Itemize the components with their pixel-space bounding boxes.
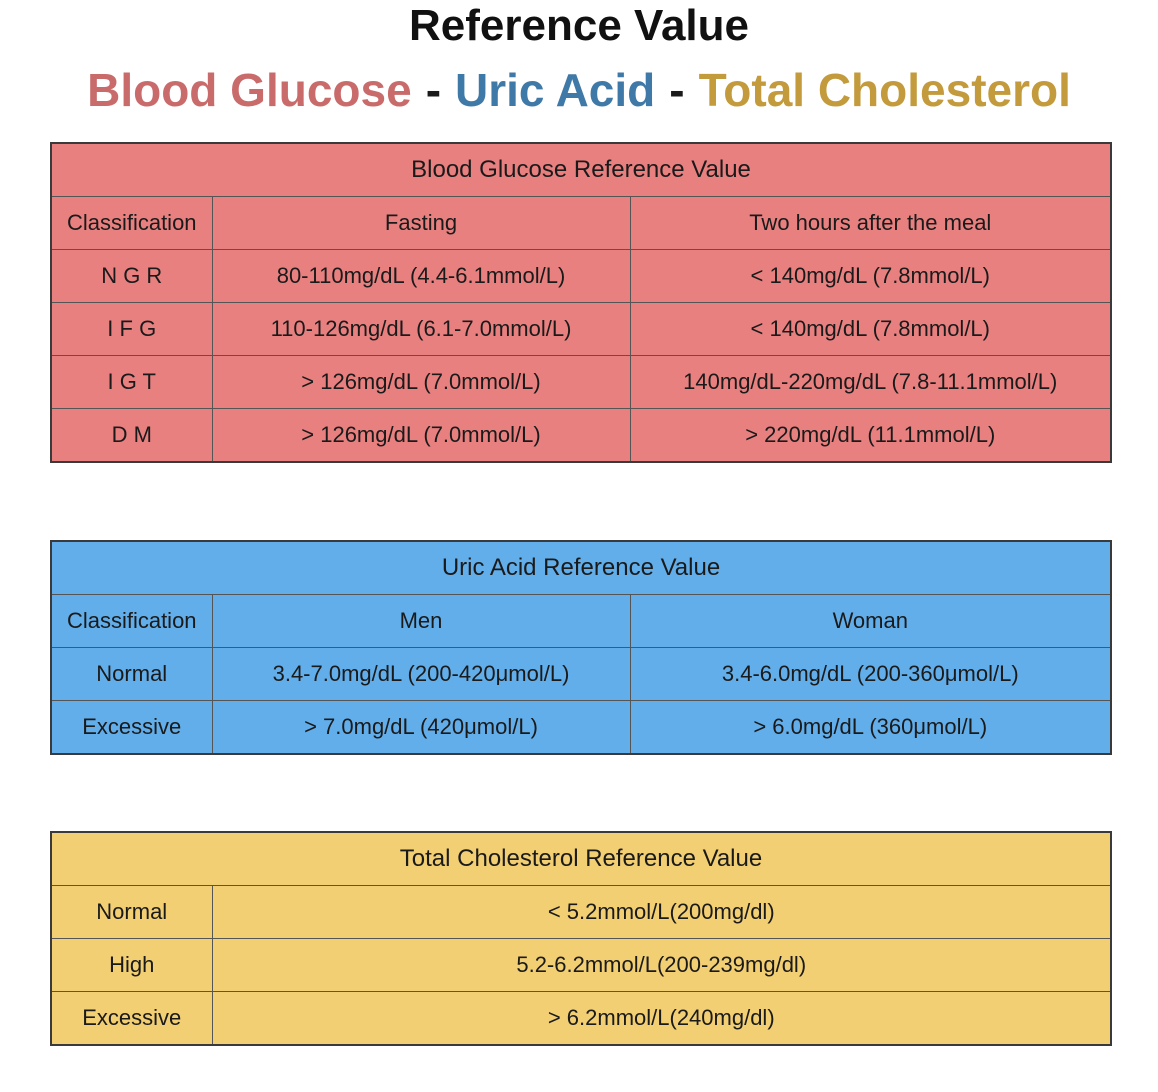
row-classification: High	[50, 938, 213, 992]
subtitle-total-cholesterol: Total Cholesterol	[698, 64, 1071, 116]
page-title: Reference Value	[409, 1, 749, 50]
table-cell: 3.4-7.0mg/dL (200-420μmol/L)	[211, 647, 631, 701]
blood-glucose-table: Blood Glucose Reference Value Classifica…	[50, 142, 1113, 463]
table-cell: 3.4-6.0mg/dL (200-360μmol/L)	[629, 647, 1112, 701]
column-header: Classification	[50, 594, 213, 648]
table-row: Normal 3.4-7.0mg/dL (200-420μmol/L) 3.4-…	[50, 647, 1112, 701]
table-row: Normal < 5.2mmol/L(200mg/dl)	[50, 885, 1112, 939]
table-row: N G R 80-110mg/dL (4.4-6.1mmol/L) < 140m…	[50, 249, 1112, 303]
row-classification: I G T	[50, 355, 213, 409]
subtitle-blood-glucose: Blood Glucose	[87, 64, 412, 116]
total-cholesterol-table: Total Cholesterol Reference Value Normal…	[50, 831, 1112, 1046]
page-subtitle: Blood Glucose - Uric Acid - Total Cholestero…	[0, 64, 1158, 116]
table-row: I F G 110-126mg/dL (6.1-7.0mmol/L) < 140…	[50, 302, 1112, 356]
table-cell: < 140mg/dL (7.8mmol/L)	[629, 249, 1112, 303]
table-cell: > 6.2mmol/L(240mg/dl)	[211, 991, 1112, 1046]
table-caption: Blood Glucose Reference Value	[50, 142, 1112, 197]
column-header: Two hours after the meal	[629, 196, 1112, 250]
table-row: High 5.2-6.2mmol/L(200-239mg/dl)	[50, 938, 1112, 992]
column-header: Woman	[629, 594, 1112, 648]
table-row: Excessive > 6.2mmol/L(240mg/dl)	[50, 991, 1112, 1046]
table-header-row: Classification Men Woman	[50, 594, 1112, 648]
table-cell: < 5.2mmol/L(200mg/dl)	[211, 885, 1112, 939]
table-cell: > 220mg/dL (11.1mmol/L)	[629, 408, 1112, 463]
row-classification: N G R	[50, 249, 213, 303]
table-cell: > 7.0mg/dL (420μmol/L)	[211, 700, 631, 755]
table-caption: Uric Acid Reference Value	[50, 540, 1112, 595]
table-row: Excessive > 7.0mg/dL (420μmol/L) > 6.0mg…	[50, 700, 1112, 755]
table-cell: 5.2-6.2mmol/L(200-239mg/dl)	[211, 938, 1112, 992]
column-header: Classification	[50, 196, 213, 250]
uric-acid-table: Uric Acid Reference Value Classification…	[50, 540, 1113, 755]
table-caption: Total Cholesterol Reference Value	[50, 831, 1112, 886]
table-cell: 80-110mg/dL (4.4-6.1mmol/L)	[211, 249, 631, 303]
row-classification: Normal	[50, 647, 213, 701]
table-row: I G T > 126mg/dL (7.0mmol/L) 140mg/dL-22…	[50, 355, 1112, 409]
table-cell: 110-126mg/dL (6.1-7.0mmol/L)	[211, 302, 631, 356]
row-classification: D M	[50, 408, 213, 463]
row-classification: Normal	[50, 885, 213, 939]
subtitle-separator: -	[425, 64, 442, 116]
table-cell: > 6.0mg/dL (360μmol/L)	[629, 700, 1112, 755]
column-header: Men	[211, 594, 631, 648]
column-header: Fasting	[211, 196, 631, 250]
table-cell: < 140mg/dL (7.8mmol/L)	[629, 302, 1112, 356]
table-header-row: Classification Fasting Two hours after t…	[50, 196, 1112, 250]
table-cell: 140mg/dL-220mg/dL (7.8-11.1mmol/L)	[629, 355, 1112, 409]
subtitle-uric-acid: Uric Acid	[455, 64, 656, 116]
row-classification: Excessive	[50, 991, 213, 1046]
row-classification: I F G	[50, 302, 213, 356]
subtitle-separator: -	[669, 64, 685, 116]
table-row: D M > 126mg/dL (7.0mmol/L) > 220mg/dL (1…	[50, 408, 1112, 463]
table-cell: > 126mg/dL (7.0mmol/L)	[211, 408, 631, 463]
row-classification: Excessive	[50, 700, 213, 755]
table-cell: > 126mg/dL (7.0mmol/L)	[211, 355, 631, 409]
